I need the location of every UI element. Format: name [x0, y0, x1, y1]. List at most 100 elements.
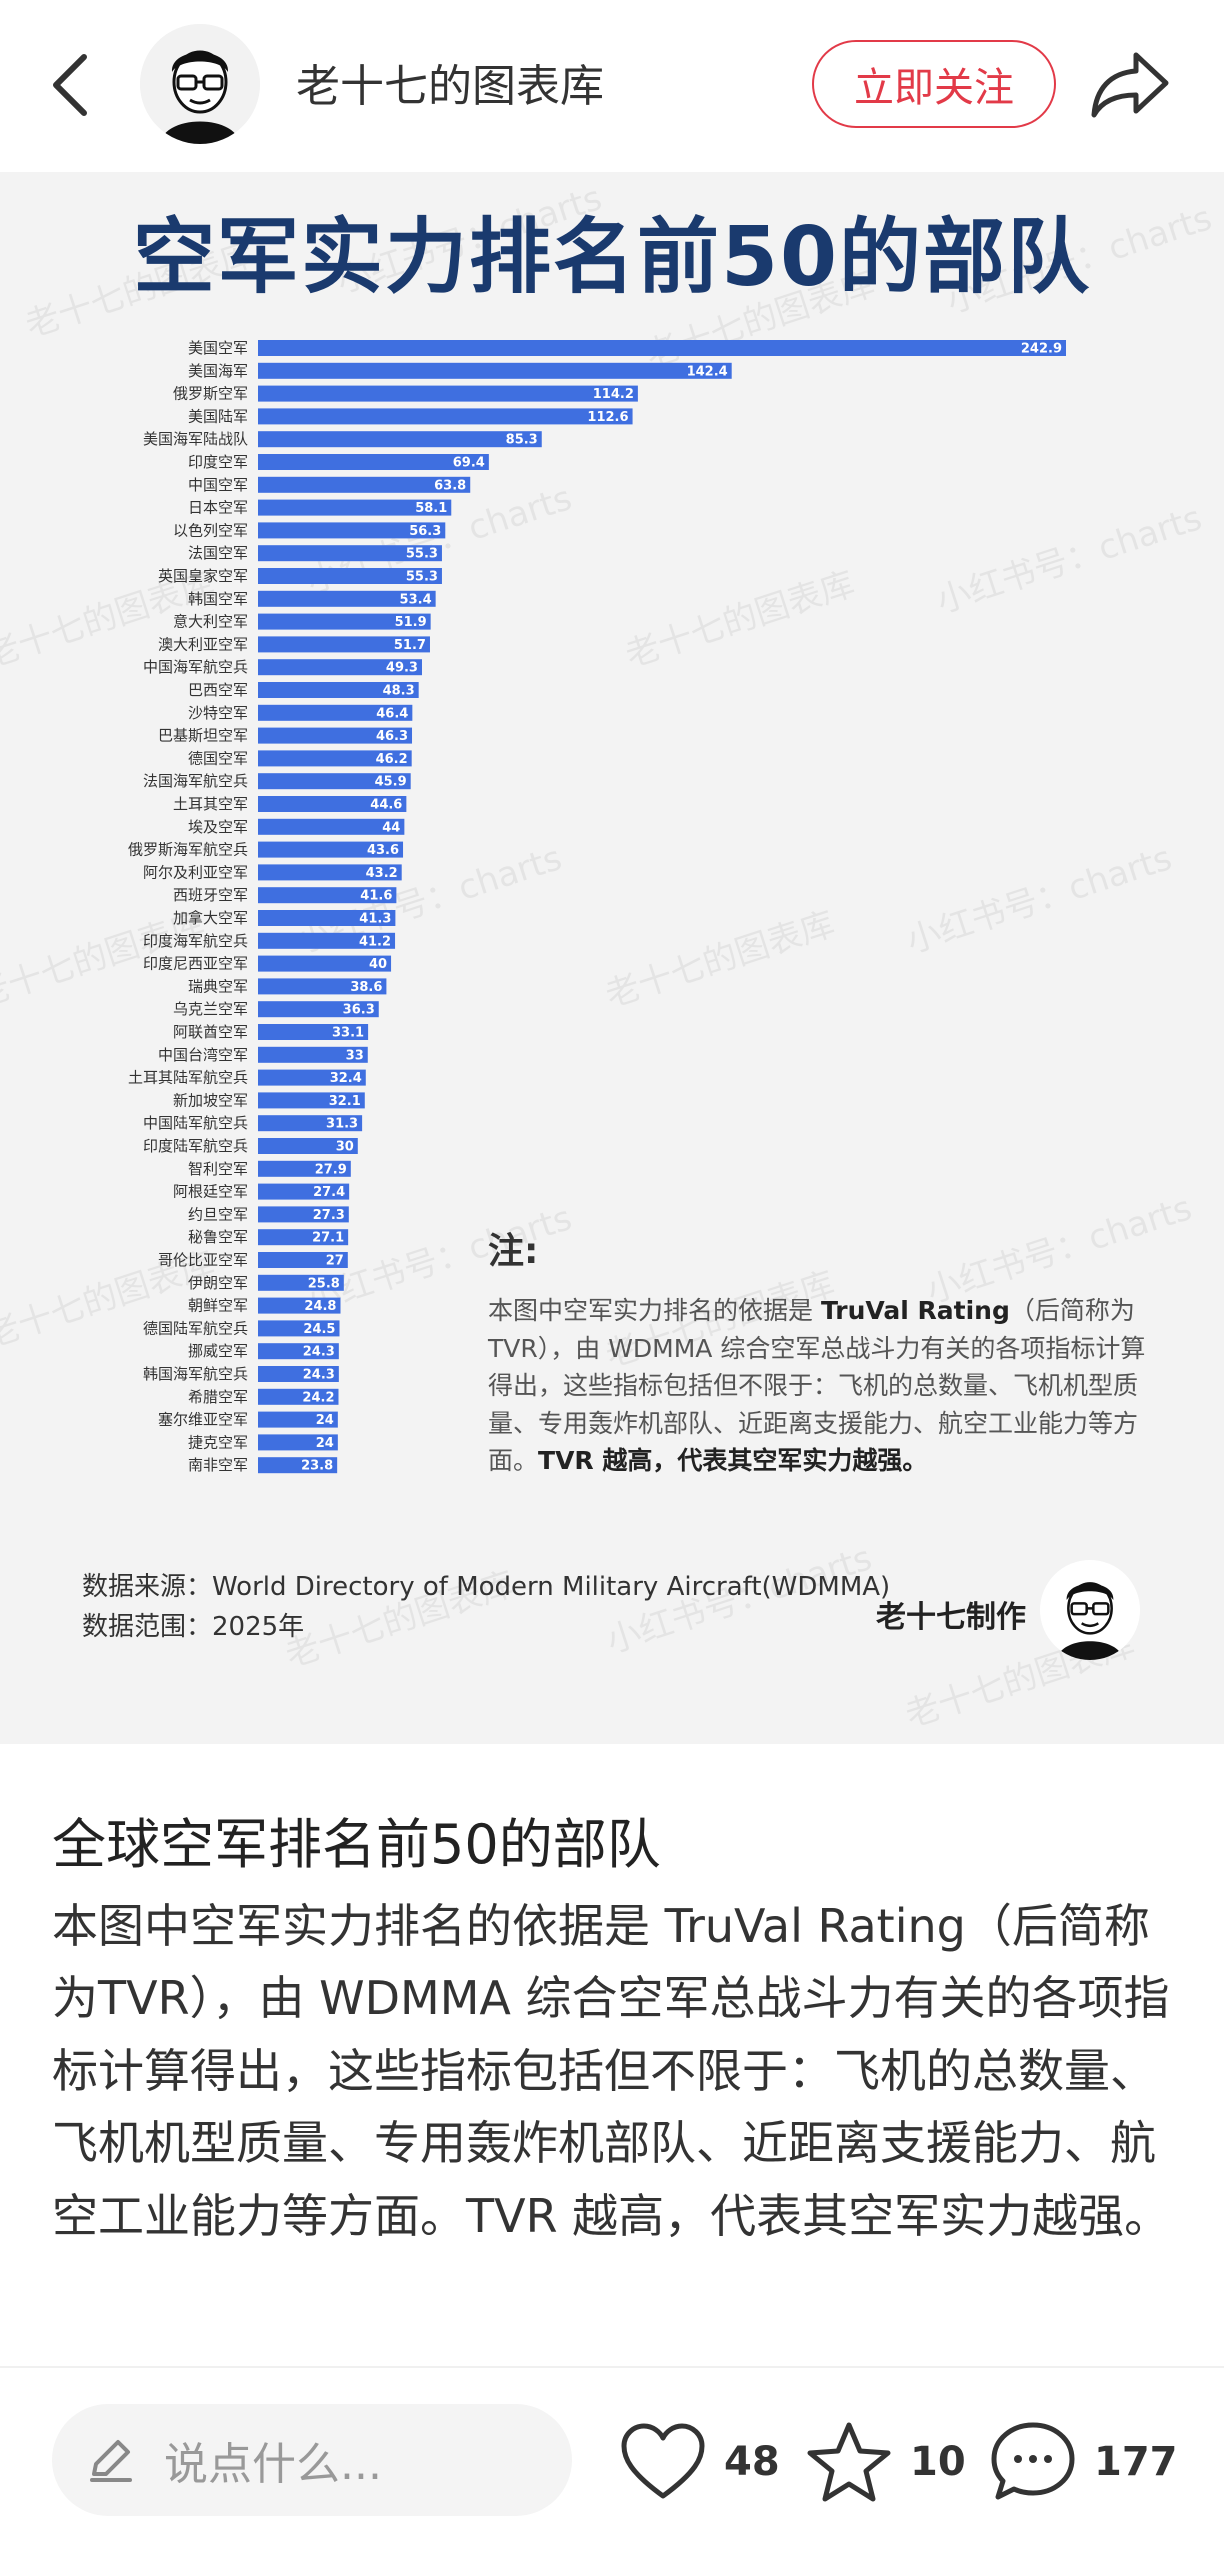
category-label: 巴基斯坦空军 [158, 727, 248, 745]
comment-button[interactable]: 177 [990, 2414, 1178, 2510]
bar [258, 499, 452, 516]
bar [258, 1457, 338, 1474]
bar [258, 659, 422, 676]
category-label: 南非空军 [188, 1456, 248, 1474]
divider [0, 2366, 1224, 2368]
comment-input[interactable]: 说点什么... [52, 2404, 572, 2516]
category-label: 印度空军 [188, 453, 248, 471]
author-name[interactable]: 老十七的图表库 [296, 61, 604, 112]
bar [258, 1183, 350, 1200]
value-label: 27 [326, 1254, 344, 1269]
category-label: 俄罗斯空军 [173, 385, 248, 403]
comment-placeholder: 说点什么... [164, 2439, 382, 2490]
value-label: 112.6 [587, 410, 628, 425]
value-label: 142.4 [687, 364, 728, 379]
post-body: 本图中空军实力排名的依据是 TruVal Rating（后简称为TVR），由 W… [52, 1899, 1171, 2243]
category-label: 英国皇家空军 [158, 567, 248, 585]
bar [258, 1138, 358, 1154]
author-avatar[interactable] [140, 24, 260, 144]
collect-count: 10 [910, 2439, 966, 2485]
value-label: 32.1 [329, 1094, 361, 1109]
value-label: 49.3 [386, 661, 418, 676]
category-label: 中国空军 [188, 476, 248, 494]
value-label: 46.2 [376, 752, 408, 767]
maker-avatar [1040, 1560, 1140, 1660]
category-label: 日本空军 [188, 499, 248, 517]
share-button[interactable] [1080, 40, 1180, 130]
share-icon [1091, 52, 1169, 118]
category-label: 韩国海军航空兵 [143, 1365, 248, 1383]
category-label: 哥伦比亚空军 [158, 1251, 248, 1269]
note-text-2: （后简称为TVR），由 WDMMA 综合空军总战斗力有关的各项指标计算得出，这些… [488, 1296, 1146, 1475]
bar [258, 1024, 369, 1040]
avatar-illustration [140, 24, 260, 144]
post-title: 全球空军排名前50的部队 [52, 1813, 661, 1876]
bar [258, 522, 446, 539]
category-label: 意大利空军 [173, 613, 248, 631]
category-label: 捷克空军 [188, 1433, 248, 1451]
note-title: 注: [488, 1231, 539, 1272]
bar [258, 590, 436, 607]
category-label: 美国海军陆战队 [143, 430, 248, 448]
category-label: 以色列空军 [173, 521, 248, 539]
post-image[interactable]: 老十七的图表库 小红书号：charts 老十七的图表库 小红书号：charts 老十七的… [0, 172, 1224, 1744]
value-label: 51.9 [395, 615, 427, 630]
value-label: 242.9 [1021, 342, 1062, 357]
follow-button[interactable]: 立即关注 [812, 40, 1056, 128]
collect-button[interactable]: 10 [806, 2414, 966, 2510]
bar [258, 340, 1066, 356]
category-label: 德国陆军航空兵 [143, 1319, 248, 1337]
category-label: 智利空军 [188, 1160, 248, 1178]
category-label: 土耳其空军 [173, 795, 248, 813]
value-label: 24 [316, 1413, 334, 1428]
value-label: 44.6 [370, 798, 402, 813]
chart-note: 注: 本图中空军实力排名的依据是 TruVal Rating（后简称为TVR），… [488, 1222, 1148, 1480]
bar [258, 841, 404, 858]
category-label: 美国陆军 [188, 407, 248, 425]
value-label: 85.3 [506, 433, 538, 448]
value-label: 24.3 [303, 1368, 335, 1383]
bar-chart: 美国空军 242.9 美国海军 142.4 俄罗斯空军 114.2 美国陆军 112.6 美国海… [128, 339, 1066, 1474]
back-button[interactable] [40, 45, 100, 125]
bar [258, 1320, 340, 1337]
value-label: 40 [369, 957, 387, 972]
category-label: 印度陆军航空兵 [143, 1137, 248, 1155]
value-label: 43.6 [367, 843, 399, 858]
category-label: 新加坡空军 [173, 1091, 248, 1109]
value-label: 24.5 [303, 1322, 335, 1337]
category-label: 阿联酋空军 [173, 1023, 248, 1041]
star-icon [807, 2422, 891, 2502]
like-button[interactable]: 48 [620, 2414, 780, 2510]
note-text-bold: TVR 越高，代表其空军实力越强。 [538, 1446, 928, 1475]
bar [258, 910, 396, 926]
value-label: 31.3 [326, 1117, 358, 1132]
comment-count: 177 [1094, 2439, 1178, 2485]
value-label: 56.3 [409, 524, 441, 539]
category-label: 挪威空军 [188, 1342, 248, 1360]
note-body: 本图中空军实力排名的依据是 TruVal Rating（后简称为TVR），由 W… [488, 1292, 1148, 1480]
value-label: 69.4 [453, 456, 485, 471]
value-label: 30 [336, 1140, 354, 1155]
category-label: 希腊空军 [188, 1388, 248, 1406]
bar [258, 1115, 363, 1132]
value-label: 41.2 [359, 934, 391, 949]
note-text-tvr: TruVal Rating [820, 1296, 1010, 1325]
value-label: 43.2 [366, 866, 398, 881]
bar [258, 385, 638, 402]
value-label: 46.4 [376, 706, 408, 721]
value-label: 63.8 [434, 478, 466, 493]
bar [258, 1274, 344, 1291]
value-label: 24.8 [304, 1299, 336, 1314]
bar [258, 1229, 349, 1246]
category-label: 巴西空军 [188, 681, 248, 699]
value-label: 38.6 [350, 980, 382, 995]
value-label: 53.4 [400, 592, 432, 607]
bar [258, 1069, 366, 1086]
maker-avatar-illustration [1040, 1560, 1140, 1660]
value-label: 51.7 [394, 638, 426, 653]
bar [258, 408, 633, 425]
value-label: 114.2 [593, 387, 634, 402]
bar [258, 1001, 379, 1018]
bar [258, 362, 732, 379]
category-label: 法国海军航空兵 [143, 772, 248, 790]
